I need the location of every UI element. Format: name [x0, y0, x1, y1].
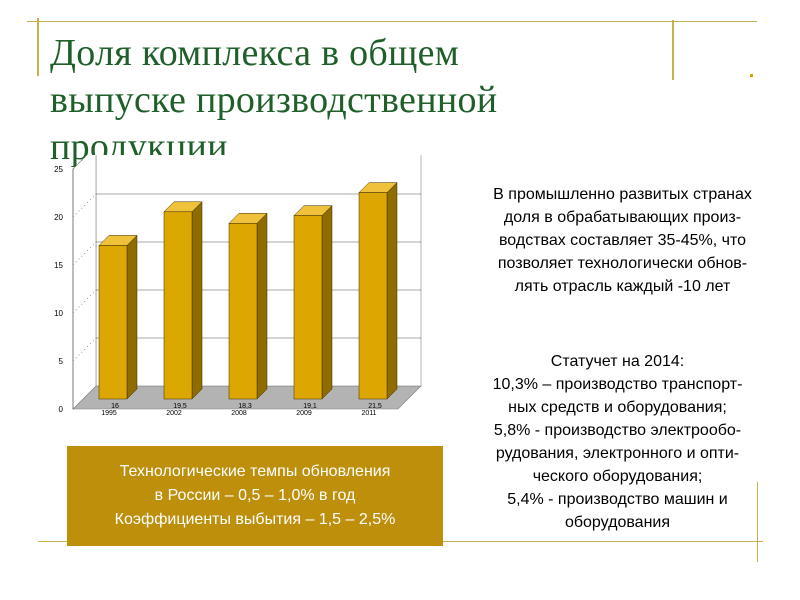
right-text-bottom-line-6: ческого оборудования;	[532, 468, 703, 485]
right-text-top-line-2: доля в обрабатывающих произ-	[503, 209, 742, 226]
bar-value-label: 19,1	[303, 403, 317, 410]
slide-title-line-2: выпуске производственной	[50, 79, 498, 121]
gridline-side	[72, 289, 97, 314]
right-text-bottom: Статучет на 2014: 10,3% – производство т…	[450, 350, 785, 534]
info-box: Технологические темпы обновления в Росси…	[67, 446, 443, 546]
y-tick-label: 20	[54, 213, 63, 222]
decor-dot	[750, 74, 753, 77]
right-text-top-line-1: В промышленно развитых странах	[493, 186, 752, 203]
y-tick-label: 15	[54, 261, 63, 270]
info-box-line-2: в России – 0,5 – 1,0% в год	[154, 487, 356, 504]
decor-line-left	[37, 18, 39, 76]
bar-value-label: 18,3	[238, 403, 252, 410]
bar	[293, 215, 323, 400]
right-text-bottom-line-5: рудования, электронного и опти-	[495, 445, 740, 462]
bar	[358, 192, 388, 400]
x-tick-label: 1995	[101, 410, 117, 417]
right-text-top-line-5: лять отрасль каждый -10 лет	[514, 278, 731, 295]
bar-side	[256, 212, 268, 400]
right-text-top: В промышленно развитых странах доля в об…	[455, 183, 790, 298]
y-tick-label: 0	[59, 405, 64, 414]
right-text-bottom-line-8: оборудования	[564, 514, 671, 531]
gridline-side	[72, 193, 97, 218]
bar-side	[126, 234, 138, 400]
x-tick-label: 2009	[296, 410, 312, 417]
gridline-side	[72, 155, 88, 170]
x-tick-label: 2002	[166, 410, 182, 417]
decor-line-top	[27, 21, 757, 22]
right-text-bottom-line-1: Статучет на 2014:	[550, 353, 685, 370]
slide-title-line-1: Доля комплекса в общем	[50, 32, 460, 74]
right-text-bottom-line-7: 5,4% - производство машин и	[507, 491, 728, 508]
chart-side-wall	[72, 155, 97, 410]
info-box-line-1: Технологические темпы обновления	[119, 463, 391, 480]
slide-title: Доля комплекса в общем выпуске производс…	[50, 30, 670, 171]
y-tick-label: 10	[54, 309, 63, 318]
y-tick-label: 25	[54, 165, 63, 174]
bar-side	[321, 205, 333, 400]
right-text-bottom-line-2: 10,3% – производство транспорт-	[492, 376, 743, 393]
info-box-line-3: Коэффициенты выбытия – 1,5 – 2,5%	[114, 511, 396, 528]
x-tick-label: 2008	[231, 410, 247, 417]
bar-value-label: 19,5	[173, 403, 187, 410]
bar-value-label: 21,5	[368, 403, 382, 410]
x-tick-label: 2011	[361, 410, 376, 417]
bar-value-label: 16	[111, 403, 119, 410]
decor-line-bottom-right	[757, 482, 758, 562]
bar	[228, 223, 258, 400]
right-text-bottom-line-3: ных средств и оборудования;	[508, 399, 727, 416]
decor-line-top-right	[672, 20, 674, 80]
right-text-top-line-3: водствах составляет 35-45%, что	[498, 232, 746, 249]
right-text-top-line-4: позволяет технологически обнов-	[497, 255, 748, 272]
bar-side	[191, 201, 203, 400]
right-text-bottom-line-4: 5,8% - производство электрообо-	[493, 422, 742, 439]
bar	[163, 211, 193, 400]
gridline-side	[72, 241, 97, 266]
gridline-side	[72, 337, 97, 362]
bar-side	[386, 181, 398, 400]
y-tick-label: 5	[59, 357, 64, 366]
bar	[98, 245, 128, 400]
